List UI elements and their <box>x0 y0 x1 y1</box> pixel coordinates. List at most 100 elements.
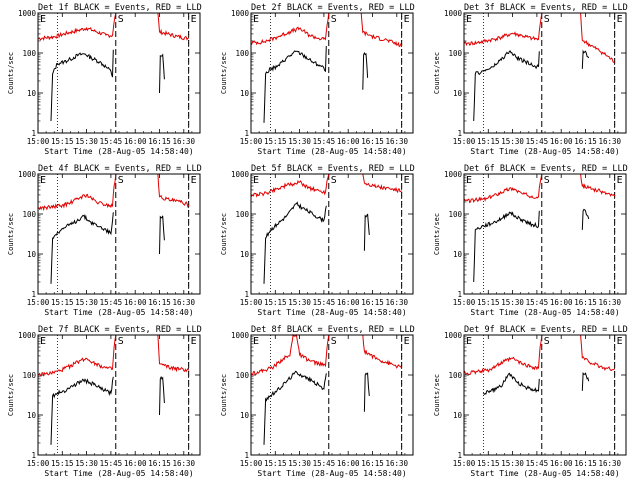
x-axis-label: Start Time (28-Aug-05 14:58:40) <box>470 308 619 317</box>
x-tick-label: 15:30 <box>501 137 524 146</box>
panel-title: Det 5f BLACK = Events, RED = LLD <box>251 164 415 174</box>
y-tick-label: 100 <box>22 49 36 58</box>
y-tick-label: 10 <box>240 89 250 98</box>
x-axis-label: Start Time (28-Aug-05 14:58:40) <box>257 147 406 156</box>
event-marker-E: E <box>404 336 410 347</box>
event-marker-E: E <box>40 175 46 186</box>
events-series-line <box>50 375 165 445</box>
x-tick-label: 16:00 <box>124 459 147 468</box>
x-tick-label: 16:00 <box>550 298 573 307</box>
event-marker-E: E <box>617 336 623 347</box>
x-tick-label: 15:45 <box>100 459 123 468</box>
x-tick-label: 16:30 <box>173 298 196 307</box>
events-series-line <box>473 208 590 283</box>
y-tick-label: 1 <box>457 451 462 460</box>
y-tick-label: 10 <box>27 411 37 420</box>
detector-panel: Det 2f BLACK = Events, RED = LLD Counts/s… <box>220 3 415 156</box>
y-tick-label: 1000 <box>18 9 37 18</box>
event-marker-E: E <box>253 175 259 186</box>
lld-series-line <box>37 334 190 377</box>
plot-frame <box>463 334 627 456</box>
x-tick-label: 16:30 <box>386 298 409 307</box>
x-tick-label: 15:30 <box>75 137 98 146</box>
x-axis-label: Start Time (28-Aug-05 14:58:40) <box>44 308 193 317</box>
x-tick-label: 16:15 <box>148 298 171 307</box>
y-tick-label: 10 <box>240 411 250 420</box>
y-tick-label: 1000 <box>231 170 250 179</box>
y-axis-label: Counts/sec <box>7 52 15 94</box>
x-tick-label: 15:00 <box>27 459 50 468</box>
y-tick-label: 1 <box>31 451 36 460</box>
y-tick-label: 100 <box>448 210 462 219</box>
x-tick-label: 15:15 <box>477 459 500 468</box>
event-marker-E: E <box>617 175 623 186</box>
y-axis-label: Counts/sec <box>433 374 441 416</box>
event-marker-E: E <box>466 336 472 347</box>
y-tick-label: 1000 <box>444 331 463 340</box>
y-tick-label: 1 <box>457 290 462 299</box>
y-axis-label: Counts/sec <box>7 374 15 416</box>
x-tick-label: 16:15 <box>148 137 171 146</box>
x-axis-label: Start Time (28-Aug-05 14:58:40) <box>470 147 619 156</box>
x-tick-label: 15:30 <box>501 298 524 307</box>
y-tick-label: 100 <box>235 371 249 380</box>
detector-panel: Det 3f BLACK = Events, RED = LLD Counts/s… <box>433 3 628 156</box>
detector-panel: Det 4f BLACK = Events, RED = LLD Counts/s… <box>7 164 202 317</box>
x-tick-label: 15:00 <box>240 298 263 307</box>
event-marker-E: E <box>40 14 46 25</box>
y-tick-label: 1000 <box>18 170 37 179</box>
y-axis-label: Counts/sec <box>220 213 228 255</box>
lld-series-line <box>250 173 402 198</box>
event-marker-E: E <box>40 336 46 347</box>
y-tick-label: 10 <box>453 250 463 259</box>
y-tick-label: 1000 <box>18 331 37 340</box>
detector-panel: Det 7f BLACK = Events, RED = LLD Counts/s… <box>7 325 202 478</box>
y-tick-label: 100 <box>235 49 249 58</box>
x-tick-label: 15:45 <box>100 298 123 307</box>
panel-title: Det 2f BLACK = Events, RED = LLD <box>251 3 415 13</box>
event-marker-E: E <box>191 175 197 186</box>
event-marker-E: E <box>253 14 259 25</box>
y-tick-label: 100 <box>235 210 249 219</box>
y-tick-label: 1000 <box>444 170 463 179</box>
events-series-line <box>483 372 590 396</box>
y-tick-label: 10 <box>453 89 463 98</box>
x-tick-label: 16:15 <box>574 298 597 307</box>
event-marker-E: E <box>404 175 410 186</box>
y-tick-label: 10 <box>453 411 463 420</box>
y-tick-label: 1 <box>244 129 249 138</box>
x-tick-label: 15:15 <box>264 459 287 468</box>
x-tick-label: 15:15 <box>51 137 74 146</box>
x-tick-label: 15:00 <box>27 137 50 146</box>
lld-series-line <box>250 333 403 376</box>
lld-series-line <box>38 12 189 42</box>
x-tick-label: 15:45 <box>313 298 336 307</box>
y-tick-label: 10 <box>27 89 37 98</box>
y-axis-label: Counts/sec <box>220 374 228 416</box>
y-tick-label: 100 <box>448 371 462 380</box>
x-axis-label: Start Time (28-Aug-05 14:58:40) <box>257 308 406 317</box>
x-tick-label: 16:15 <box>574 459 597 468</box>
x-tick-label: 15:45 <box>100 137 123 146</box>
x-tick-label: 15:00 <box>240 459 263 468</box>
x-tick-label: 15:30 <box>288 298 311 307</box>
event-marker-E: E <box>466 175 472 186</box>
events-series-line <box>50 212 165 284</box>
panel-title: Det 3f BLACK = Events, RED = LLD <box>464 3 628 13</box>
x-tick-label: 16:00 <box>337 298 360 307</box>
events-series-line <box>263 370 370 445</box>
event-marker-E: E <box>404 14 410 25</box>
y-tick-label: 1 <box>457 129 462 138</box>
x-tick-label: 16:15 <box>361 459 384 468</box>
x-tick-label: 15:15 <box>264 298 287 307</box>
detector-panel: Det 9f BLACK = Events, RED = LLD Counts/s… <box>433 325 628 478</box>
panel-title: Det 8f BLACK = Events, RED = LLD <box>251 325 415 335</box>
y-tick-label: 1 <box>31 290 36 299</box>
x-tick-label: 16:30 <box>599 459 622 468</box>
event-marker-S: S <box>544 175 550 186</box>
x-axis-label: Start Time (28-Aug-05 14:58:40) <box>257 469 406 478</box>
events-series-line <box>50 49 165 122</box>
event-marker-E: E <box>617 14 623 25</box>
x-tick-label: 15:45 <box>526 459 549 468</box>
